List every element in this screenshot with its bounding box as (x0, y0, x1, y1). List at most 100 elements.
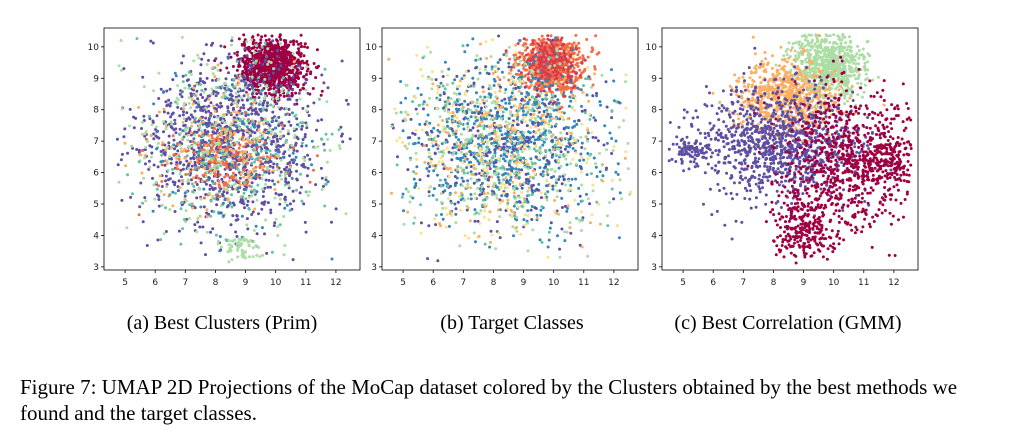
data-point (278, 197, 282, 201)
data-point (211, 78, 214, 82)
data-point (230, 94, 234, 98)
data-point (172, 138, 176, 142)
data-point (249, 176, 253, 180)
data-point (301, 121, 305, 125)
data-point (191, 176, 195, 180)
data-point (507, 101, 511, 105)
data-point (207, 160, 211, 164)
data-point (195, 230, 198, 234)
data-point (181, 54, 185, 58)
data-point (483, 95, 487, 99)
data-point (570, 75, 574, 78)
data-point (567, 59, 571, 63)
data-point (453, 175, 457, 178)
data-point (219, 61, 223, 65)
data-point (226, 140, 230, 144)
data-point (312, 168, 315, 172)
data-point (523, 74, 527, 78)
data-point (300, 141, 304, 145)
data-point (305, 109, 309, 113)
data-point (426, 257, 430, 261)
data-point (145, 244, 149, 247)
data-point (288, 54, 292, 57)
data-point (235, 166, 239, 170)
data-point (164, 179, 168, 183)
data-point (250, 156, 253, 160)
data-point (517, 69, 521, 73)
data-point (487, 72, 491, 76)
data-point (209, 171, 213, 175)
data-point (298, 191, 302, 195)
data-point (564, 57, 568, 61)
data-point (251, 200, 255, 204)
data-point (116, 163, 120, 167)
data-point (140, 132, 144, 136)
data-point (426, 174, 430, 178)
data-point (261, 195, 265, 198)
data-point (255, 190, 259, 194)
data-point (179, 131, 183, 135)
data-point (271, 104, 275, 108)
data-point (243, 159, 247, 163)
data-point (463, 99, 467, 103)
y-tick-label: 8 (93, 106, 99, 116)
data-point (526, 72, 530, 76)
data-point (292, 42, 296, 46)
data-point (522, 67, 526, 71)
data-point (171, 171, 175, 175)
data-point (256, 85, 260, 89)
data-point (267, 178, 271, 182)
data-point (291, 189, 295, 193)
data-point (417, 141, 421, 145)
data-point (232, 78, 236, 81)
data-point (235, 235, 239, 238)
data-point (562, 127, 566, 131)
data-point (602, 143, 606, 147)
data-point (514, 147, 518, 151)
data-point (197, 100, 201, 104)
data-point (344, 212, 348, 216)
data-point (242, 33, 246, 37)
data-point (221, 152, 225, 156)
data-point (520, 92, 524, 95)
data-point (427, 148, 431, 152)
data-point (245, 217, 249, 221)
data-point (508, 178, 512, 182)
data-point (162, 193, 166, 197)
data-point (281, 127, 285, 131)
data-point (186, 179, 190, 183)
data-point (130, 144, 134, 148)
data-point (591, 94, 595, 98)
data-point (288, 209, 292, 212)
data-point (320, 89, 324, 93)
data-point (280, 177, 284, 181)
data-point (534, 45, 538, 49)
data-point (181, 113, 185, 117)
data-point (252, 191, 256, 195)
data-point (458, 103, 461, 107)
data-point (469, 153, 473, 157)
data-point (157, 97, 161, 100)
data-point (433, 151, 437, 155)
data-point (279, 58, 282, 62)
data-point (273, 188, 277, 191)
data-point (562, 49, 566, 53)
data-point (218, 151, 222, 155)
data-point (256, 183, 260, 187)
data-point (239, 200, 242, 204)
data-point (218, 185, 222, 189)
data-point (454, 135, 458, 139)
data-point (155, 130, 159, 134)
data-point (543, 56, 547, 59)
data-point (268, 164, 272, 168)
data-point (165, 145, 169, 149)
data-point (479, 108, 483, 112)
data-point (269, 208, 273, 212)
data-point (436, 128, 440, 132)
data-point (219, 131, 223, 135)
data-point (305, 78, 309, 82)
data-point (270, 129, 274, 133)
data-point (291, 161, 295, 165)
data-point (224, 238, 228, 242)
data-point (254, 150, 258, 154)
